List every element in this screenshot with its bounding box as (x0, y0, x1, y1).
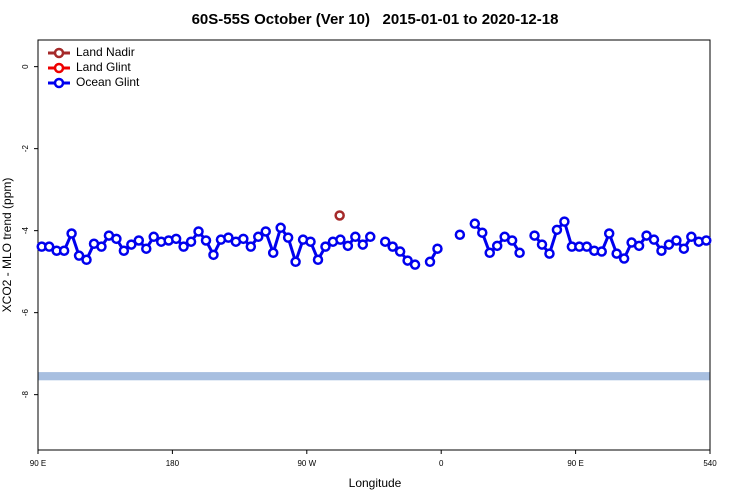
point (342, 240, 354, 252)
legend-marker (53, 62, 65, 74)
legend-label: Land Nadir (76, 45, 135, 59)
point (611, 248, 622, 259)
point (305, 236, 316, 247)
point (491, 240, 503, 252)
point (596, 246, 607, 257)
point (409, 259, 421, 270)
point (238, 233, 249, 245)
point (387, 241, 398, 252)
point (66, 228, 77, 239)
point (402, 255, 413, 266)
point (424, 256, 436, 268)
point (133, 235, 145, 246)
y-axis-label: XCO2 - MLO trend (ppm) (0, 178, 14, 313)
point (581, 241, 593, 252)
point (253, 231, 264, 243)
point (282, 232, 294, 243)
point (656, 245, 667, 256)
point (208, 249, 219, 261)
point (477, 227, 488, 238)
legend-label: Ocean Glint (76, 75, 140, 89)
point (178, 241, 189, 252)
point (559, 216, 570, 227)
point (514, 247, 525, 259)
x-tick-label: 90 E (567, 459, 583, 468)
point (148, 231, 159, 243)
point (671, 235, 682, 246)
x-tick-label: 90 E (30, 459, 46, 468)
point (544, 248, 555, 259)
point (469, 218, 481, 229)
point (432, 243, 443, 254)
point (141, 243, 152, 254)
point (484, 247, 495, 259)
x-tick-label: 0 (439, 459, 444, 468)
point (334, 210, 345, 221)
x-tick-label: 540 (703, 459, 717, 468)
point (365, 231, 376, 243)
point (618, 253, 630, 264)
point (58, 245, 70, 256)
legend-label: Land Glint (76, 60, 131, 74)
point (185, 236, 197, 247)
point (267, 247, 279, 259)
reference-band (38, 372, 710, 381)
point (536, 239, 548, 250)
point (73, 250, 85, 261)
point (118, 245, 130, 256)
point (379, 236, 391, 247)
y-tick-label: -4 (21, 227, 30, 235)
point (648, 234, 660, 245)
x-tick-label: 90 W (297, 459, 316, 468)
point (603, 228, 615, 239)
point (81, 254, 92, 266)
point (43, 241, 55, 252)
y-tick-label: 0 (21, 64, 30, 69)
point (275, 222, 286, 234)
point (350, 231, 361, 243)
point (290, 256, 301, 268)
legend-marker (53, 77, 65, 89)
point (245, 241, 257, 252)
point (312, 254, 324, 266)
point (394, 246, 406, 257)
point (506, 235, 518, 246)
point (320, 241, 331, 252)
point (357, 239, 369, 250)
x-axis-label: Longitude (349, 476, 402, 490)
point (529, 230, 540, 241)
point (686, 231, 697, 243)
point (678, 243, 690, 254)
point (701, 235, 712, 246)
point (170, 233, 182, 245)
point (126, 239, 137, 250)
point (96, 241, 107, 252)
point (193, 226, 204, 237)
legend-marker (53, 47, 65, 59)
point (663, 239, 675, 250)
point (260, 226, 271, 237)
point (633, 240, 645, 252)
point (200, 235, 212, 246)
point (454, 229, 466, 240)
point (111, 233, 122, 245)
point (641, 230, 652, 241)
y-tick-label: -6 (21, 309, 30, 317)
point (223, 232, 234, 243)
y-tick-label: -8 (21, 391, 30, 399)
y-tick-label: -2 (21, 145, 30, 153)
point (335, 234, 346, 245)
x-tick-label: 180 (166, 459, 180, 468)
point (551, 224, 563, 236)
chart-title: 60S-55S October (Ver 10) 2015-01-01 to 2… (192, 11, 559, 28)
